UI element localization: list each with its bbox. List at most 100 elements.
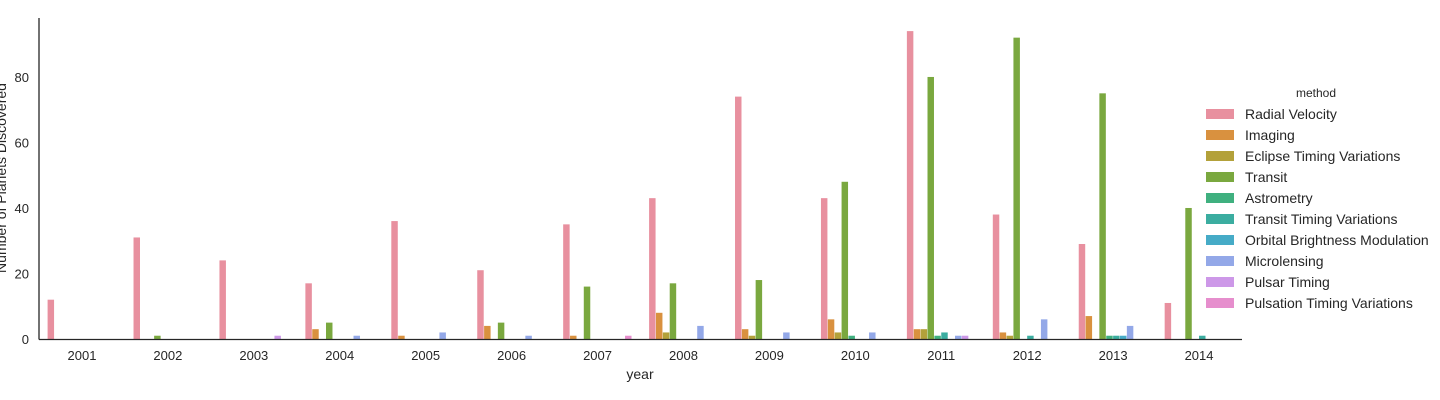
legend-item: Astrometry — [1206, 190, 1313, 206]
x-tick-label: 2009 — [755, 348, 784, 363]
x-tick-label: 2002 — [153, 348, 182, 363]
legend-swatch — [1206, 151, 1234, 161]
legend-title: method — [1296, 86, 1336, 100]
x-tick-label: 2011 — [927, 348, 955, 363]
bar — [1106, 335, 1113, 339]
legend-label: Transit Timing Variations — [1245, 211, 1398, 227]
bar — [47, 299, 55, 339]
bar — [1013, 37, 1020, 339]
bar — [1078, 244, 1086, 339]
bar — [563, 224, 570, 339]
bar — [848, 335, 855, 339]
bar — [1099, 93, 1106, 339]
bar — [1027, 335, 1034, 339]
legend-label: Transit — [1245, 169, 1287, 185]
bar — [920, 329, 928, 339]
bar — [961, 335, 969, 339]
x-tick-label: 2001 — [68, 348, 97, 363]
legend-swatch — [1206, 277, 1234, 287]
legend-item: Pulsation Timing Variations — [1206, 295, 1413, 311]
x-tick-label: 2007 — [583, 348, 612, 363]
bar — [841, 181, 849, 339]
bar — [1085, 316, 1093, 339]
bar — [869, 332, 876, 339]
legend-item: Transit — [1206, 169, 1287, 185]
legend-item: Microlensing — [1206, 253, 1324, 269]
legend-swatch — [1206, 109, 1234, 119]
bar — [1199, 335, 1206, 339]
bar — [133, 237, 140, 339]
bar — [655, 312, 663, 339]
bar — [999, 332, 1007, 339]
bar — [353, 335, 360, 339]
legend-swatch — [1206, 298, 1234, 308]
bar — [312, 329, 319, 339]
bar — [583, 286, 591, 339]
axes-group: 0 20 40 60 80 2001 2002 2003 2004 2005 2006 2007 200… — [15, 18, 1242, 363]
bar — [154, 335, 161, 339]
bar — [755, 280, 763, 339]
bar — [1119, 335, 1127, 339]
x-tick-label: 2012 — [1013, 348, 1042, 363]
bar — [820, 198, 828, 339]
bar — [1126, 325, 1134, 339]
bar — [941, 332, 948, 339]
legend-label: Orbital Brightness Modulation — [1245, 232, 1429, 248]
x-tick-label: 2014 — [1185, 348, 1214, 363]
bar — [834, 332, 842, 339]
bar — [992, 214, 1000, 339]
bar — [649, 198, 656, 339]
legend-label: Radial Velocity — [1245, 106, 1337, 122]
y-tick-label: 20 — [15, 266, 29, 281]
y-tick-label: 0 — [22, 332, 29, 347]
legend-swatch — [1206, 130, 1234, 140]
bar — [1040, 319, 1048, 339]
legend-item: Radial Velocity — [1206, 106, 1337, 122]
legend-item: Orbital Brightness Modulation — [1206, 232, 1429, 248]
legend-item: Pulsar Timing — [1206, 274, 1330, 290]
bar — [669, 283, 677, 339]
bar — [274, 335, 281, 339]
x-tick-label: 2008 — [669, 348, 698, 363]
y-tick-label: 40 — [15, 201, 29, 216]
bar — [326, 322, 333, 339]
legend: method Radial Velocity Imaging Eclipse Tim… — [1206, 86, 1429, 311]
bar — [741, 329, 749, 339]
legend-label: Astrometry — [1245, 190, 1313, 206]
x-tick-label: 2006 — [497, 348, 526, 363]
bar — [783, 332, 790, 339]
x-tick-label: 2010 — [841, 348, 870, 363]
x-tick-label: 2013 — [1099, 348, 1128, 363]
bar — [954, 335, 962, 339]
bar — [391, 221, 398, 339]
legend-label: Pulsar Timing — [1245, 274, 1330, 290]
legend-item: Transit Timing Variations — [1206, 211, 1398, 227]
legend-swatch — [1206, 214, 1234, 224]
x-tick-label: 2003 — [239, 348, 268, 363]
bar — [1164, 302, 1172, 339]
bar — [439, 332, 446, 339]
legend-label: Eclipse Timing Variations — [1245, 148, 1400, 164]
bar — [219, 260, 226, 339]
x-axis-title: year — [626, 366, 654, 382]
bar — [1113, 335, 1120, 339]
bar — [927, 76, 934, 340]
bars-group — [47, 31, 1206, 340]
legend-swatch — [1206, 256, 1234, 266]
bar — [477, 270, 484, 339]
bar — [697, 325, 704, 339]
bar — [913, 329, 921, 339]
legend-label: Pulsation Timing Variations — [1245, 295, 1413, 311]
legend-item: Imaging — [1206, 127, 1295, 143]
y-axis-title: Number of Planets Discovered — [0, 83, 9, 273]
x-tick-label: 2004 — [325, 348, 354, 363]
y-tick-label: 80 — [15, 70, 29, 85]
bar — [662, 332, 670, 339]
bar — [484, 325, 491, 339]
legend-label: Microlensing — [1245, 253, 1324, 269]
bar — [934, 335, 941, 339]
bar — [625, 335, 632, 339]
x-tick-label: 2005 — [411, 348, 440, 363]
bar — [398, 335, 405, 339]
